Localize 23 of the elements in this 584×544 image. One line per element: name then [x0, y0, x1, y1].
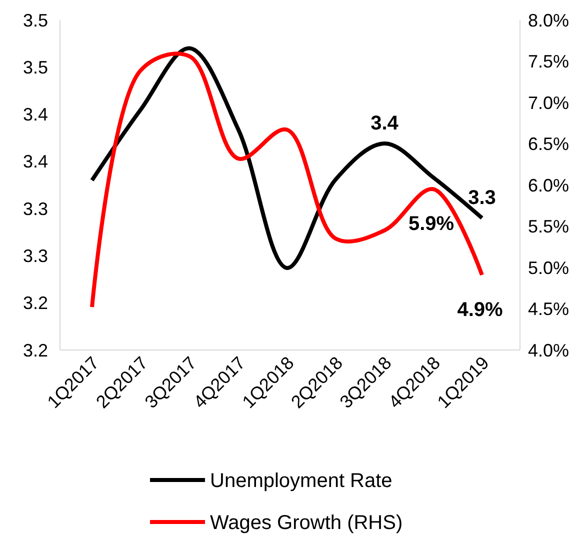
y-tick-label: 3.5 [22, 10, 48, 30]
y-tick-label: 3.4 [22, 104, 48, 125]
data-label: 3.4 [370, 112, 400, 135]
y2-tick-label: 4.0% [528, 340, 570, 360]
data-label: 3.3 [468, 187, 496, 209]
y-tick-label: 3.3 [22, 198, 48, 219]
y2-tick-label: 8.0% [528, 10, 570, 30]
y-tick-label: 3.3 [22, 246, 48, 266]
y2-tick-label: 6.5% [528, 134, 570, 154]
y2-tick-label: 6.0% [528, 175, 570, 196]
legend-label: Unemployment Rate [210, 470, 392, 492]
y-tick-label: 3.5 [22, 57, 48, 78]
y-tick-label: 3.2 [22, 340, 48, 360]
y2-tick-label: 5.0% [528, 258, 570, 278]
y2-tick-label: 7.0% [528, 92, 570, 113]
y-tick-label: 3.2 [22, 293, 48, 314]
legend-label: Wages Growth (RHS) [210, 512, 403, 534]
y2-tick-label: 7.5% [528, 52, 570, 72]
y2-tick-label: 5.5% [528, 216, 570, 237]
data-label: 4.9% [457, 298, 504, 321]
y-tick-label: 3.4 [22, 152, 48, 172]
y2-tick-label: 4.5% [528, 299, 570, 320]
data-label: 5.9% [408, 213, 454, 236]
